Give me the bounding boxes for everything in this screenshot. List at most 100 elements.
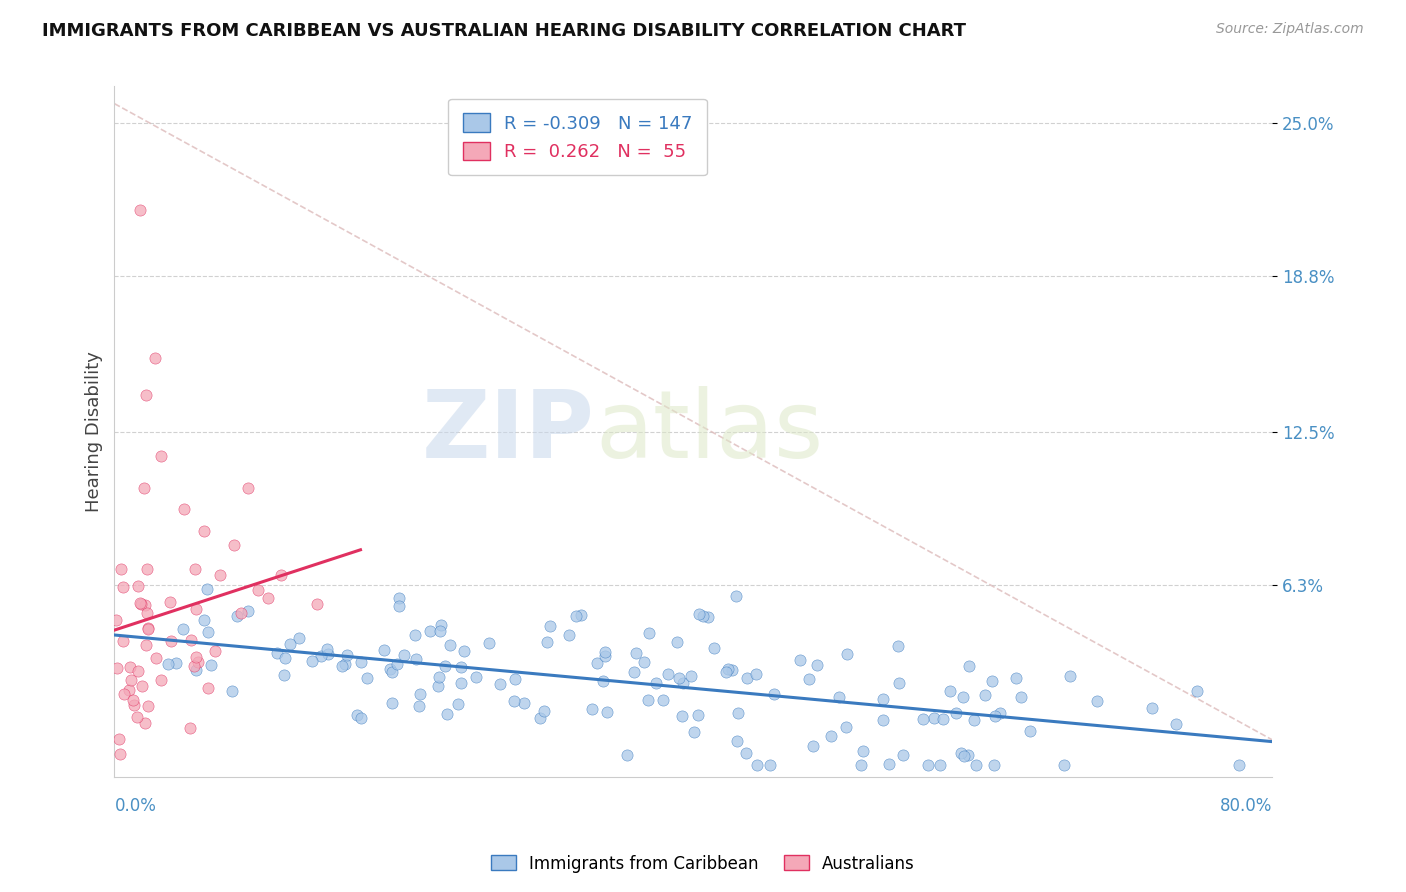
Point — [917, 757, 939, 772]
Point — [350, 711, 373, 725]
Point — [301, 654, 323, 668]
Point — [108, 732, 131, 747]
Point — [872, 713, 894, 727]
Point — [132, 481, 155, 495]
Point — [129, 202, 152, 217]
Point — [278, 637, 301, 651]
Point — [721, 663, 744, 677]
Text: Source: ZipAtlas.com: Source: ZipAtlas.com — [1216, 22, 1364, 37]
Point — [799, 672, 821, 686]
Point — [872, 692, 894, 706]
Point — [187, 655, 209, 669]
Point — [945, 706, 967, 721]
Point — [984, 708, 1007, 723]
Point — [703, 641, 725, 656]
Point — [409, 687, 432, 701]
Point — [136, 699, 159, 714]
Point — [159, 595, 181, 609]
Point — [1227, 757, 1250, 772]
Point — [336, 648, 359, 663]
Point — [744, 666, 766, 681]
Point — [735, 746, 758, 760]
Point — [247, 583, 270, 598]
Point — [112, 580, 135, 594]
Point — [668, 671, 690, 685]
Point — [408, 698, 430, 713]
Point — [184, 663, 207, 677]
Point — [889, 676, 911, 690]
Point — [1164, 716, 1187, 731]
Point — [624, 647, 647, 661]
Point — [112, 687, 135, 701]
Point — [197, 624, 219, 639]
Point — [569, 607, 592, 622]
Point — [939, 684, 962, 698]
Point — [1053, 757, 1076, 772]
Point — [592, 673, 614, 688]
Point — [1019, 724, 1042, 739]
Point — [1142, 700, 1164, 714]
Point — [330, 658, 353, 673]
Point — [434, 659, 457, 673]
Point — [127, 579, 149, 593]
Point — [877, 756, 900, 771]
Point — [1010, 690, 1032, 704]
Point — [236, 604, 259, 618]
Point — [1085, 693, 1108, 707]
Point — [717, 662, 740, 676]
Point — [763, 687, 786, 701]
Point — [965, 757, 987, 772]
Point — [111, 633, 134, 648]
Point — [193, 614, 215, 628]
Point — [672, 675, 695, 690]
Point — [316, 642, 339, 657]
Point — [183, 658, 205, 673]
Point — [447, 697, 470, 711]
Point — [974, 688, 997, 702]
Point — [143, 351, 166, 365]
Point — [963, 713, 986, 727]
Point — [316, 647, 339, 661]
Point — [131, 679, 153, 693]
Point — [586, 656, 609, 670]
Point — [697, 610, 720, 624]
Point — [180, 632, 202, 647]
Point — [335, 657, 357, 671]
Point — [274, 651, 297, 665]
Point — [1005, 671, 1028, 685]
Point — [644, 675, 666, 690]
Point — [887, 639, 910, 653]
Point — [388, 591, 411, 605]
Point — [758, 757, 780, 772]
Point — [127, 664, 149, 678]
Point — [172, 622, 194, 636]
Point — [356, 671, 378, 685]
Point — [450, 660, 472, 674]
Point — [405, 652, 427, 666]
Point — [581, 702, 603, 716]
Point — [193, 524, 215, 538]
Text: 80.0%: 80.0% — [1220, 797, 1272, 814]
Point — [981, 674, 1004, 689]
Point — [136, 562, 159, 576]
Point — [270, 568, 292, 582]
Point — [533, 705, 555, 719]
Point — [557, 627, 579, 641]
Point — [429, 617, 451, 632]
Point — [307, 597, 329, 611]
Point — [186, 650, 208, 665]
Point — [681, 669, 703, 683]
Point — [529, 710, 551, 724]
Point — [565, 608, 588, 623]
Point — [513, 696, 536, 710]
Point — [134, 715, 156, 730]
Point — [735, 671, 758, 685]
Point — [983, 757, 1005, 772]
Point — [638, 625, 661, 640]
Point — [157, 657, 180, 671]
Point — [714, 665, 737, 679]
Point — [427, 670, 450, 684]
Point — [380, 663, 402, 677]
Point — [789, 653, 811, 667]
Point — [1059, 669, 1081, 683]
